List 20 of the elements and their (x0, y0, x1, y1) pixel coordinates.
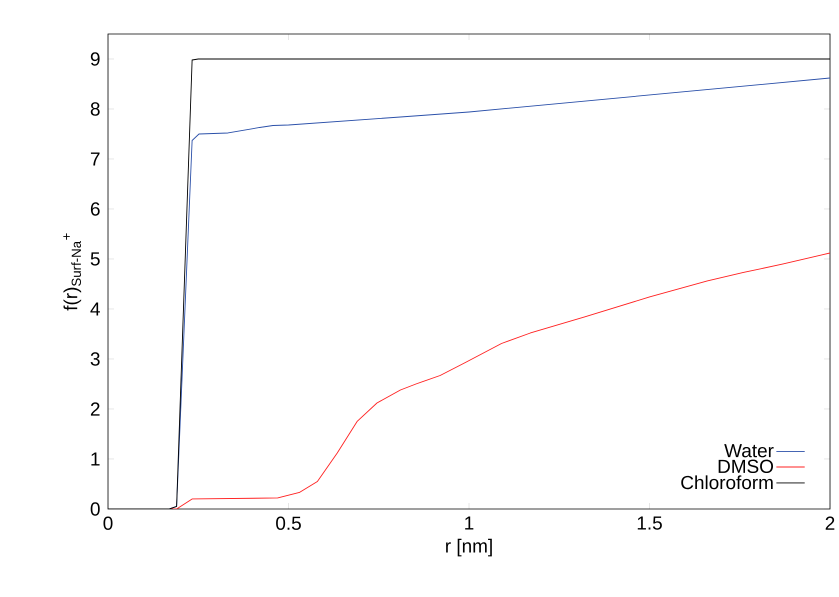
x-tick-label: 0 (103, 516, 113, 530)
x-tick-label: 2 (826, 516, 834, 530)
x-tick-label: 1.5 (638, 516, 662, 530)
y-tick-label: 5 (90, 252, 100, 266)
y-tick-label: 6 (90, 202, 100, 216)
y-tick-label: 7 (90, 152, 100, 166)
y-tick-label: 2 (90, 402, 100, 416)
legend-label: Water (724, 444, 774, 458)
y-tick-label: 4 (90, 302, 100, 316)
y-tick-label: 8 (90, 102, 100, 116)
y-tick-label: 9 (90, 52, 100, 66)
y-tick-label: 1 (91, 452, 100, 466)
x-tick-label: 0.5 (276, 516, 301, 530)
y-tick-label: 3 (90, 352, 100, 366)
legend-label: DMSO (718, 460, 774, 474)
x-tick-label: 1 (465, 516, 474, 530)
y-tick-label: 0 (90, 502, 100, 516)
legend-label: Chloroform (681, 475, 773, 490)
y-axis-title: f(r)$_{Surf-Na}$+ (63, 233, 82, 310)
x-axis-title: r [nm] (446, 538, 492, 556)
